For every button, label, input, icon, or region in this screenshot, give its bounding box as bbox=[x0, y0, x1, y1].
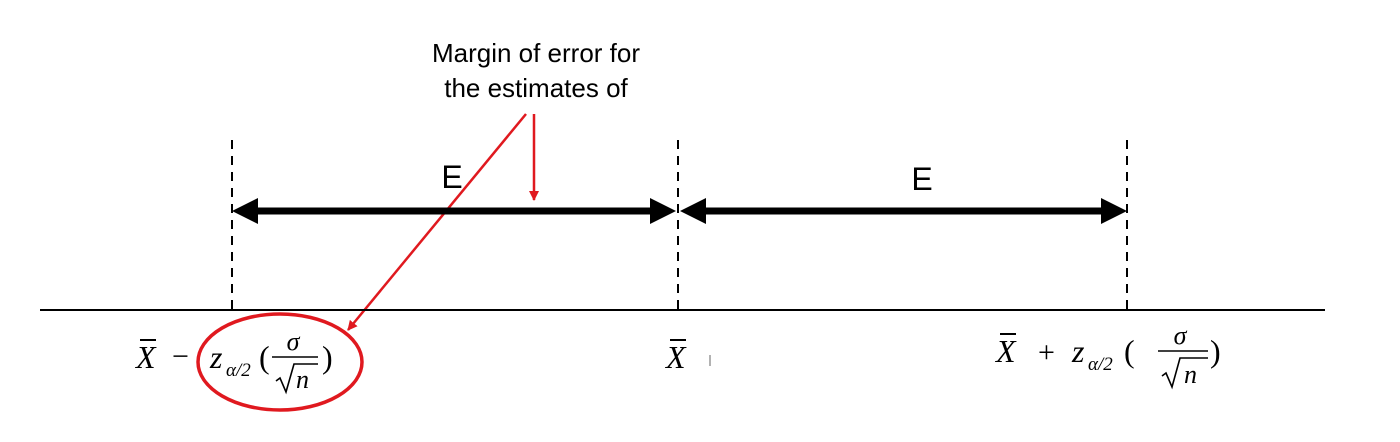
lower-bound-formula: X − z α/2 ( σ n ) bbox=[134, 327, 333, 395]
annotation-diagonal bbox=[347, 113, 527, 331]
lower-sigma: σ bbox=[287, 327, 301, 356]
left-margin-arrow bbox=[232, 198, 676, 224]
sample-mean-label: X bbox=[664, 339, 711, 375]
right-arrow-head-right bbox=[1101, 198, 1127, 224]
upper-open-paren: ( bbox=[1124, 333, 1135, 369]
margin-highlight-ellipse bbox=[196, 312, 364, 412]
upper-radicand: n bbox=[1184, 360, 1197, 389]
upper-sigma: σ bbox=[1174, 321, 1188, 350]
upper-z: z bbox=[1071, 333, 1085, 369]
lower-sqrt-sign bbox=[275, 363, 318, 395]
annotation-line-2: the estimates of bbox=[444, 73, 628, 103]
dashed-guides bbox=[231, 140, 1128, 310]
annotation-line-1: Margin of error for bbox=[432, 38, 640, 68]
right-segment-label: E bbox=[911, 161, 932, 197]
right-arrow-head-left bbox=[680, 198, 706, 224]
lower-z: z bbox=[209, 339, 223, 375]
lower-close-paren: ) bbox=[322, 339, 333, 375]
annotation-pointer bbox=[347, 113, 539, 331]
lower-open-paren: ( bbox=[259, 339, 270, 375]
left-arrow-head-left bbox=[232, 198, 258, 224]
upper-z-subscript: α/2 bbox=[1088, 354, 1113, 375]
upper-xbar: X bbox=[994, 333, 1017, 369]
lower-minus: − bbox=[172, 340, 189, 373]
lower-xbar: X bbox=[134, 339, 157, 375]
upper-bound-formula: X + z α/2 ( σ n ) bbox=[994, 321, 1221, 390]
right-margin-arrow bbox=[680, 198, 1127, 224]
upper-sqrt-sign bbox=[1161, 357, 1208, 390]
center-xbar: X bbox=[664, 339, 687, 375]
lower-z-subscript: α/2 bbox=[226, 360, 251, 381]
lower-radicand: n bbox=[296, 365, 309, 394]
upper-close-paren: ) bbox=[1210, 333, 1221, 369]
left-segment-label: E bbox=[441, 159, 462, 195]
upper-plus: + bbox=[1038, 336, 1055, 369]
left-arrow-head-right bbox=[650, 198, 676, 224]
